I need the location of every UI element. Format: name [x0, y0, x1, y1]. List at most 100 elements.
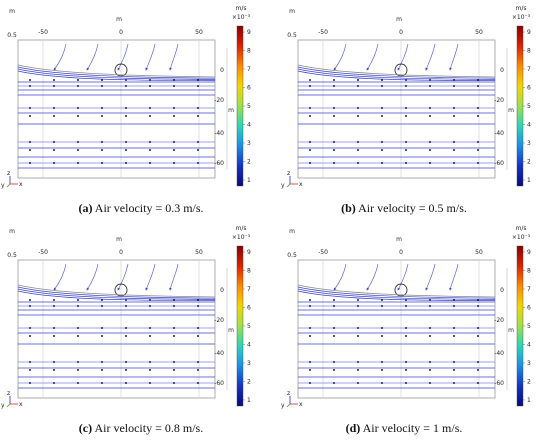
descending-streamline	[117, 43, 129, 71]
colorbar-tick-label: 1	[247, 177, 251, 184]
y-side-unit: m	[228, 327, 234, 334]
streamline-dot	[173, 327, 175, 329]
streamline-dot	[125, 115, 127, 117]
colorbar-tick-label: 9	[527, 249, 531, 256]
colorbar-tick-label: 8	[527, 268, 531, 275]
streamline-dot	[429, 107, 431, 109]
streamline-dot	[77, 335, 79, 337]
streamline-dot	[453, 149, 455, 151]
surface-streamline	[297, 290, 496, 301]
streamline-dot	[53, 107, 55, 109]
streamline-dot	[77, 162, 79, 164]
streamline-dot	[357, 85, 359, 87]
triad-y-label: y	[281, 402, 285, 409]
colorbar	[236, 25, 244, 187]
streamline-dot	[197, 382, 199, 384]
colorbar-tick-label: 3	[527, 140, 531, 147]
streamline-dot	[453, 327, 455, 329]
y-unit-label: m	[9, 8, 15, 15]
streamline-dot	[309, 115, 311, 117]
streamline-dot	[77, 149, 79, 151]
streamline-dot	[405, 115, 407, 117]
caption-text: Air velocity = 0.8 m/s.	[92, 421, 203, 435]
triad-z-label: z	[7, 170, 10, 177]
streamline-dot	[29, 85, 31, 87]
streamline-dot	[453, 141, 455, 143]
streamline-dot	[309, 107, 311, 109]
streamline-dot	[53, 382, 55, 384]
streamline-dot	[357, 141, 359, 143]
streamline-dot	[333, 335, 335, 337]
streamline-dot	[149, 382, 151, 384]
plot-frame	[297, 39, 496, 179]
triad-x-label: x	[299, 181, 303, 188]
surface-streamline	[17, 288, 216, 300]
panel-caption: (c) Air velocity = 0.8 m/s.	[79, 421, 203, 435]
streamline-dot	[77, 361, 79, 363]
obstacle-circle	[114, 283, 128, 297]
colorbar-tick-label: 2	[247, 379, 251, 386]
descending-streamline	[425, 43, 436, 71]
colorbar	[236, 245, 244, 407]
streamline-dot	[333, 327, 335, 329]
streamline-dot	[197, 79, 199, 81]
streamline-dot	[333, 141, 335, 143]
surface-streamline	[297, 68, 496, 80]
streamline-dot	[197, 162, 199, 164]
streamline-dot	[357, 149, 359, 151]
y-tick-label: -40	[214, 350, 224, 357]
streamline-dot	[405, 107, 407, 109]
colorbar-tick-label: 4	[527, 342, 531, 349]
colorbar-scale: ×10⁻³	[512, 14, 531, 21]
descending-streamline	[86, 263, 99, 291]
colorbar-tick-label: 9	[247, 29, 251, 36]
caption-text: Air velocity = 0.3 m/s.	[92, 201, 203, 215]
streamline-dot	[197, 299, 199, 301]
panel-a: m m 0.5 -50 0 50 0 -20 -40 -60 m zy x m/s ×10⁻³ 9 8 7 6 5 4 3…	[1, 5, 251, 215]
colorbar-tick-label: 8	[247, 268, 251, 275]
y-tick-label: 0	[500, 67, 504, 74]
streamline-dot	[197, 335, 199, 337]
descending-streamline	[397, 263, 409, 291]
x-unit-label: m	[396, 16, 402, 23]
surface-streamline	[297, 288, 496, 300]
streamline-dot	[357, 382, 359, 384]
streamline-dot	[357, 79, 359, 81]
streamline-dot	[333, 162, 335, 164]
colorbar-tick-label: 1	[527, 177, 531, 184]
streamline-dot	[429, 369, 431, 371]
streamline-dot	[77, 305, 79, 307]
streamline-dot	[125, 299, 127, 301]
streamline-dot	[429, 361, 431, 363]
streamline-dot	[53, 115, 55, 117]
y-top-value: 0.5	[287, 252, 297, 259]
y-tick-label: -20	[494, 97, 504, 104]
descending-streamline	[397, 43, 409, 71]
streamline-dot	[405, 382, 407, 384]
streamline-dot	[101, 305, 103, 307]
streamline-dot	[101, 149, 103, 151]
streamline-dot	[357, 361, 359, 363]
streamline-dot	[381, 115, 383, 117]
surface-streamline	[17, 68, 216, 80]
streamline-dot	[53, 369, 55, 371]
streamline-dot	[477, 79, 479, 81]
streamline-dot	[173, 107, 175, 109]
caption-label: (d)	[346, 421, 361, 435]
streamline-dot	[53, 299, 55, 301]
colorbar-tick-label: 4	[247, 342, 251, 349]
streamline-dot	[453, 85, 455, 87]
streamline-dot	[29, 299, 31, 301]
y-top-value: 0.5	[287, 32, 297, 39]
streamline-dot	[125, 141, 127, 143]
streamline-dot	[101, 361, 103, 363]
streamline-dot	[453, 369, 455, 371]
streamline-dot	[125, 369, 127, 371]
streamline-dot	[173, 79, 175, 81]
streamline-dot	[405, 361, 407, 363]
y-side-unit: m	[228, 107, 234, 114]
colorbar-unit: m/s	[516, 225, 527, 232]
streamline-dot	[381, 149, 383, 151]
y-tick-label: -40	[494, 130, 504, 137]
y-tick-label: 0	[220, 287, 224, 294]
